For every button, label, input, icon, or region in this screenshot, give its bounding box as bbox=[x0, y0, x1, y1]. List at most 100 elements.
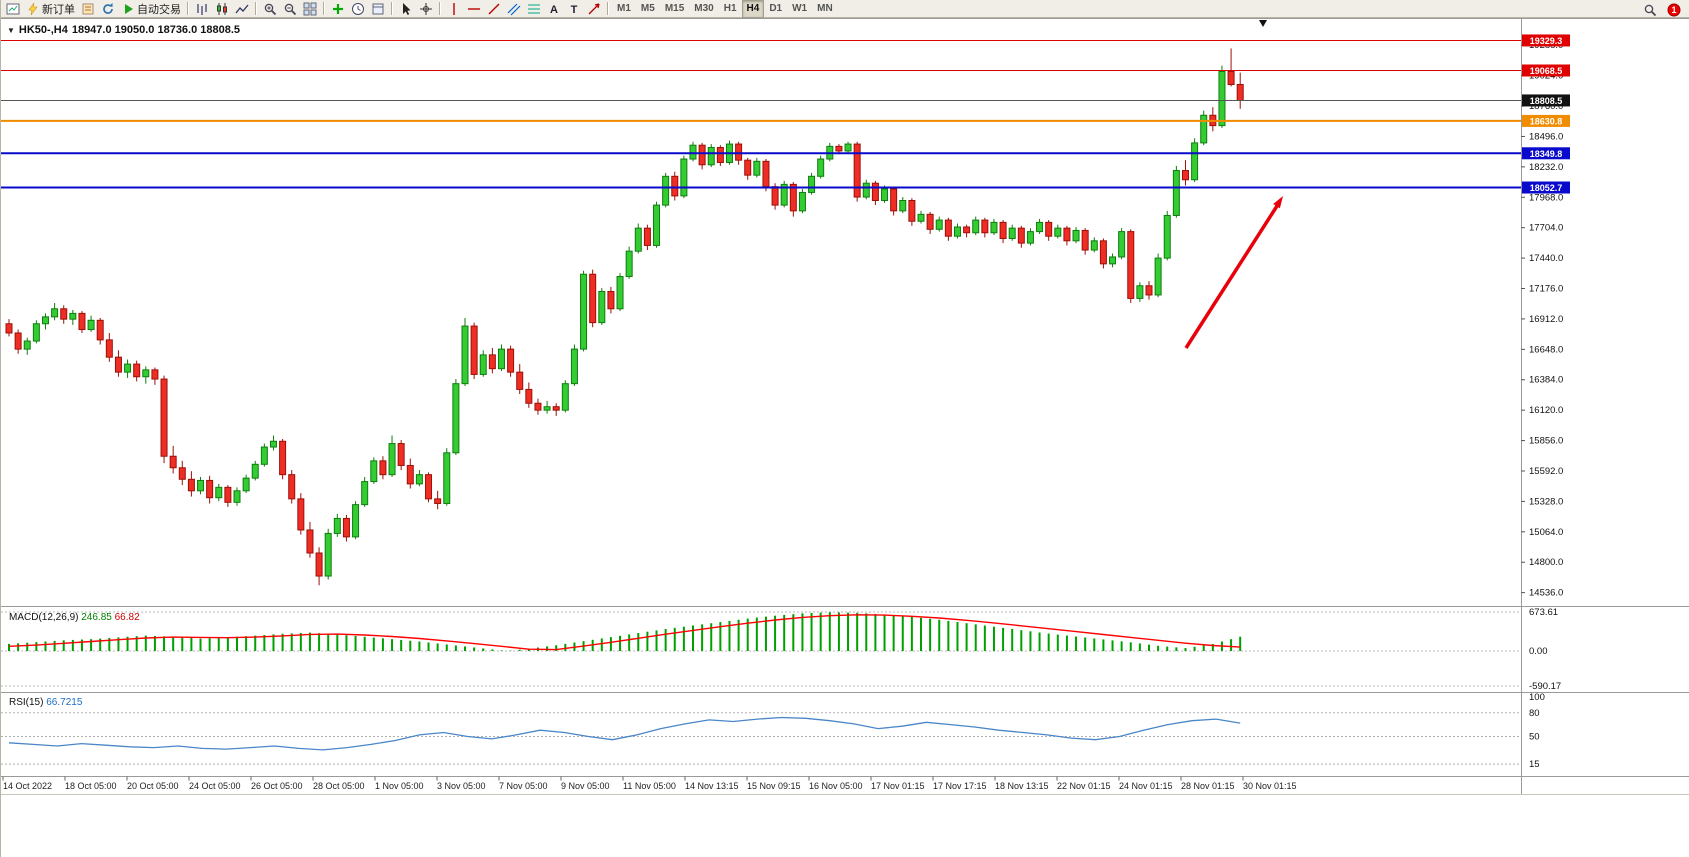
price-tick-label: 18232.0 bbox=[1529, 162, 1563, 173]
timeframe-mn-button[interactable]: MN bbox=[817, 2, 833, 14]
refresh-charts-icon bbox=[103, 2, 113, 14]
candle-body bbox=[41, 316, 49, 325]
candle-body bbox=[1163, 214, 1171, 259]
svg-text:T: T bbox=[571, 4, 578, 16]
new-order-button[interactable]: 新订单 bbox=[23, 0, 78, 18]
candle-body bbox=[187, 478, 195, 492]
candle-body bbox=[516, 371, 524, 390]
candle-body bbox=[479, 354, 487, 375]
candle-body bbox=[808, 175, 816, 193]
timeframe-h1-button[interactable]: H1 bbox=[723, 2, 737, 14]
vertical-line-button[interactable] bbox=[444, 0, 464, 18]
fibonacci-retracement-button[interactable] bbox=[524, 0, 544, 18]
candle-body bbox=[1200, 114, 1208, 144]
chart-canvas[interactable]: 19288.019024.018760.018496.018232.017968… bbox=[1, 18, 1689, 857]
templates-button[interactable] bbox=[368, 0, 388, 18]
market-watch-button[interactable] bbox=[78, 0, 98, 18]
timeframe-m15-button[interactable]: M15 bbox=[664, 2, 685, 14]
horizontal-line-button[interactable] bbox=[464, 0, 484, 18]
rsi-axis-label: 80 bbox=[1529, 708, 1540, 719]
indicators-button[interactable] bbox=[328, 0, 348, 18]
zoom-out-button[interactable] bbox=[280, 0, 300, 18]
svg-text:1: 1 bbox=[1671, 5, 1676, 15]
zoom-in-button[interactable] bbox=[260, 0, 280, 18]
equidistant-channel-button[interactable] bbox=[504, 0, 524, 18]
timeframe-d1-button[interactable]: D1 bbox=[769, 2, 783, 14]
candle-body bbox=[890, 188, 898, 212]
price-tick-label: 16120.0 bbox=[1529, 405, 1563, 416]
pane-frames bbox=[1, 18, 1689, 795]
candle-body bbox=[1017, 227, 1025, 244]
candle-body bbox=[388, 443, 396, 476]
text-label-icon: T bbox=[571, 4, 578, 16]
chart-line-button[interactable] bbox=[232, 0, 252, 18]
candle-body bbox=[744, 159, 752, 176]
time-tick-label: 20 Oct 05:00 bbox=[127, 781, 179, 791]
text-icon: A bbox=[550, 4, 558, 16]
candle-body bbox=[1045, 221, 1053, 237]
candle-body bbox=[306, 529, 314, 554]
candle-body bbox=[1054, 227, 1062, 237]
time-tick-label: 18 Nov 13:15 bbox=[995, 781, 1049, 791]
price-tick-label: 15856.0 bbox=[1529, 436, 1563, 447]
timeframe-h4-button[interactable]: H4 bbox=[741, 0, 765, 18]
candle-body bbox=[598, 291, 606, 324]
search-button[interactable] bbox=[1640, 1, 1660, 19]
candle-body bbox=[415, 474, 423, 485]
time-tick-label: 24 Oct 05:00 bbox=[189, 781, 241, 791]
candle-body bbox=[689, 144, 697, 160]
text-label-button[interactable]: T bbox=[564, 0, 584, 18]
bottom-spacer bbox=[1, 812, 1689, 857]
candle-body bbox=[771, 186, 779, 206]
autotrading-button[interactable]: 自动交易 bbox=[118, 0, 184, 18]
candle-body bbox=[552, 406, 560, 411]
candle-body bbox=[269, 440, 277, 448]
zoom-in-icon bbox=[264, 3, 277, 15]
trend-arrow[interactable] bbox=[1184, 196, 1283, 349]
candle-body bbox=[1118, 231, 1126, 258]
refresh-charts-button[interactable] bbox=[98, 0, 118, 18]
new-chart-button[interactable] bbox=[3, 0, 23, 18]
price-badge bbox=[1522, 34, 1570, 47]
candle-body bbox=[1026, 231, 1034, 244]
candle-body bbox=[662, 175, 670, 206]
timeframe-w1-button[interactable]: W1 bbox=[792, 2, 808, 14]
indicators-icon bbox=[333, 3, 343, 14]
candle-body bbox=[251, 463, 259, 479]
candle-body bbox=[69, 312, 77, 320]
timeframe-m30-button[interactable]: M30 bbox=[694, 2, 714, 14]
candle-body bbox=[1036, 221, 1044, 233]
candle-body bbox=[853, 143, 861, 198]
price-tick-label: 17704.0 bbox=[1529, 223, 1563, 234]
candle-body bbox=[570, 348, 578, 385]
candle-body bbox=[488, 354, 496, 370]
timeframe-m5-button[interactable]: M5 bbox=[640, 2, 655, 14]
candle-body bbox=[1081, 229, 1089, 251]
price-tick-label: 14536.0 bbox=[1529, 588, 1563, 599]
candle-body bbox=[379, 460, 387, 476]
candle-body bbox=[534, 402, 542, 411]
arrows-tool-button[interactable] bbox=[584, 0, 604, 18]
crosshair-button[interactable] bbox=[416, 0, 436, 18]
chart-bars-button[interactable] bbox=[192, 0, 212, 18]
timeframe-m1-button[interactable]: M1 bbox=[617, 2, 631, 14]
time-tick-label: 7 Nov 05:00 bbox=[499, 781, 548, 791]
chart-candles-button[interactable] bbox=[212, 0, 232, 18]
price-badge-label: 19329.3 bbox=[1530, 36, 1563, 46]
periods-button[interactable] bbox=[348, 0, 368, 18]
new-order-icon bbox=[28, 2, 38, 15]
candle-body bbox=[1218, 70, 1226, 127]
text-button[interactable]: A bbox=[544, 0, 564, 18]
cursor-icon bbox=[403, 2, 411, 15]
candle-body bbox=[580, 273, 588, 350]
candle-body bbox=[206, 479, 214, 499]
candle-body bbox=[607, 291, 615, 310]
zoom-out-icon bbox=[284, 3, 297, 15]
candle-body bbox=[60, 308, 68, 320]
candle-body bbox=[990, 221, 998, 234]
candle-body bbox=[14, 332, 22, 350]
cursor-button[interactable] bbox=[396, 0, 416, 18]
notifications-button[interactable]: 1 bbox=[1664, 1, 1684, 19]
trendline-button[interactable] bbox=[484, 0, 504, 18]
tile-windows-button[interactable] bbox=[300, 0, 320, 18]
